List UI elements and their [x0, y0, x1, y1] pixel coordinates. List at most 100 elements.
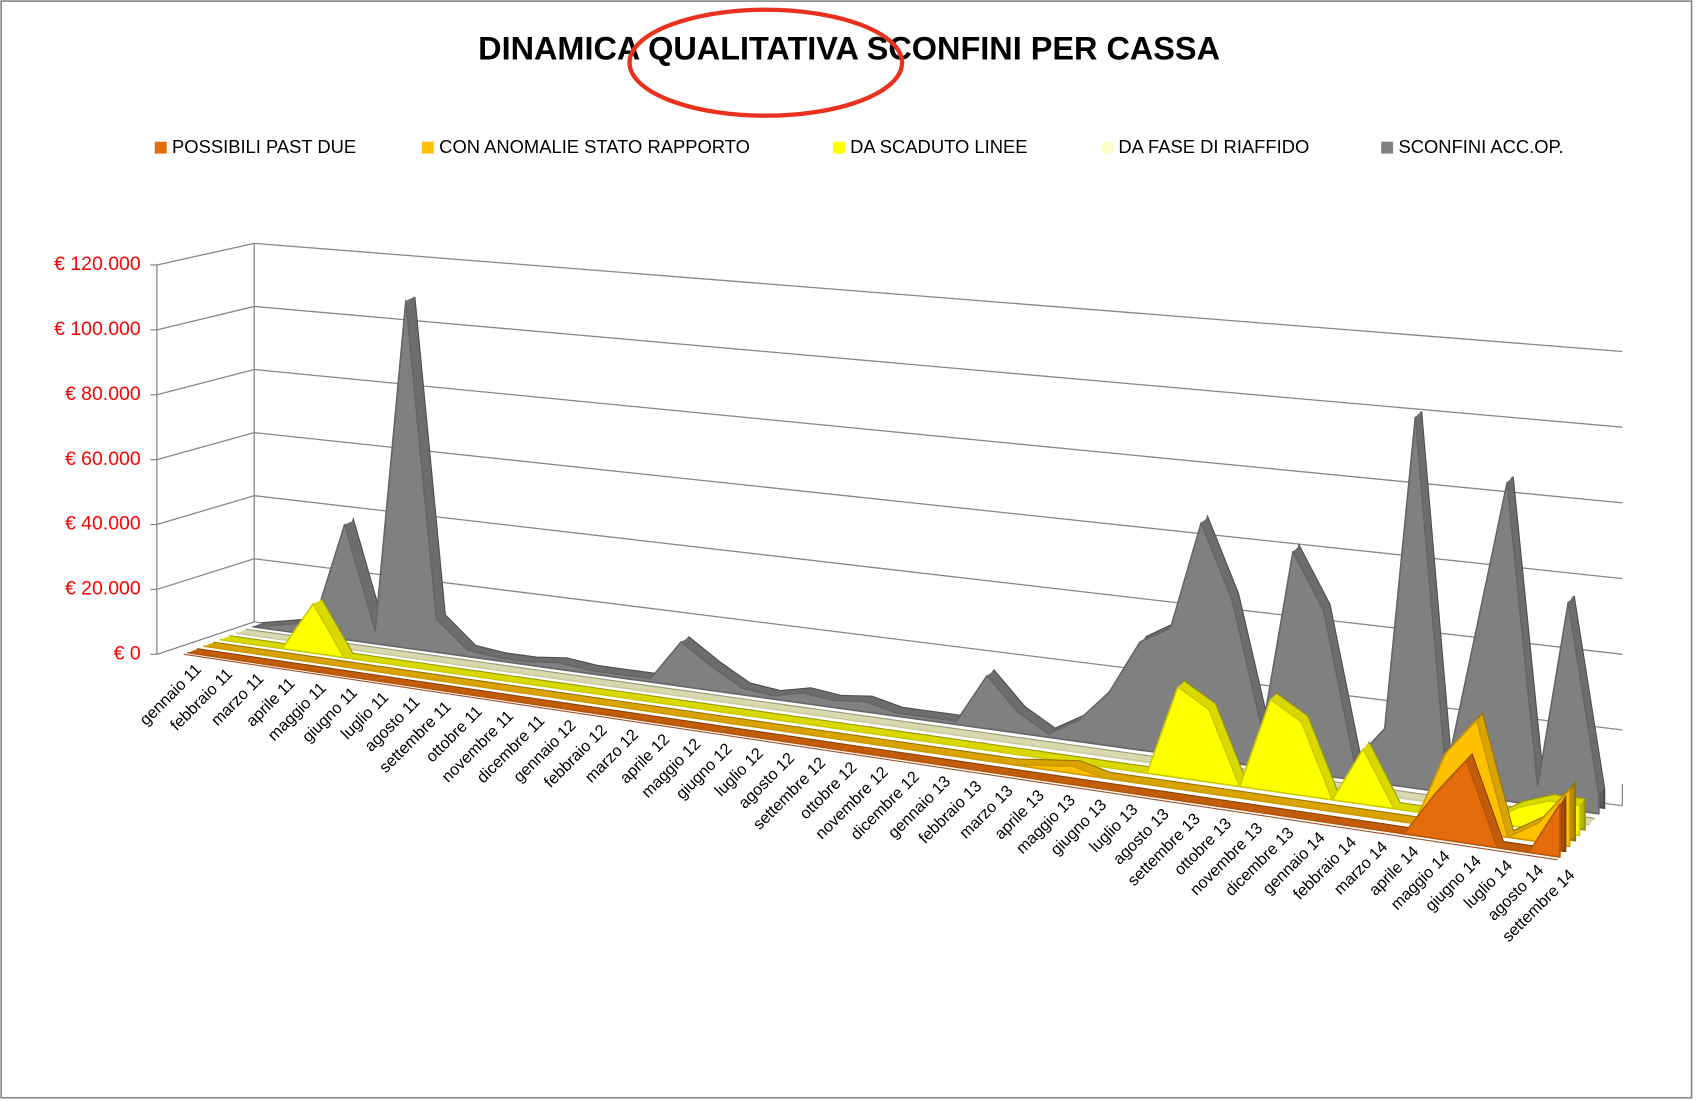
area-ribbon — [974, 732, 1012, 743]
area-ribbon — [390, 651, 430, 660]
area-ribbon — [558, 658, 598, 671]
area-ribbon — [793, 728, 833, 738]
area-ribbon — [967, 763, 1006, 774]
area-ribbon — [1116, 763, 1154, 774]
annotation-circle — [627, 7, 905, 118]
area-ribbon — [1185, 796, 1224, 807]
area-ribbon — [998, 768, 1037, 779]
legend-label: SCONFINI ACC.OP. — [1399, 136, 1564, 157]
area-ribbon — [824, 732, 864, 742]
area-ribbon — [562, 704, 602, 714]
area-ribbon — [1029, 773, 1068, 783]
chart-title: DINAMICA QUALITATIVA SCONFINI PER CASSA — [478, 30, 1220, 66]
area-ribbon — [1005, 737, 1043, 747]
area-ribbon — [842, 745, 882, 755]
area-ribbon — [925, 712, 964, 722]
area-ribbon — [359, 646, 399, 655]
area-ribbon — [1290, 799, 1328, 810]
area-ribbon — [498, 675, 538, 685]
legend-label: CON ANOMALIE STATO RAPPORTO — [439, 136, 750, 157]
area-ribbon — [236, 629, 277, 638]
area-ribbon — [776, 715, 815, 725]
area-ribbon — [1228, 790, 1266, 801]
area-ribbon — [1292, 546, 1330, 611]
area-ribbon — [251, 640, 291, 649]
area-ribbon — [1166, 781, 1204, 792]
area-ribbon — [421, 655, 461, 664]
area-ribbon — [313, 600, 353, 658]
area-ribbon — [235, 647, 276, 656]
area-ribbon — [374, 658, 415, 667]
y-tick-label: € 60.000 — [65, 448, 141, 470]
area-ribbon — [681, 637, 720, 667]
area-ribbon — [467, 645, 506, 658]
area-ribbon — [1208, 704, 1246, 787]
grid-line — [254, 305, 1623, 428]
area-ribbon — [742, 683, 781, 696]
area-ribbon — [621, 693, 661, 703]
area-ribbon — [219, 653, 260, 662]
area-ribbon — [700, 714, 740, 724]
area-ribbon — [1231, 593, 1269, 731]
area-ribbon — [204, 642, 245, 651]
area-ribbon — [1279, 809, 1317, 820]
area-ribbon — [1104, 772, 1142, 783]
area-ribbon — [666, 689, 706, 699]
grid-line — [156, 558, 255, 591]
area-ribbon — [497, 653, 537, 662]
y-tick-label: € 0 — [114, 642, 141, 664]
y-tick-label: € 120.000 — [54, 253, 141, 275]
area-ribbon — [838, 724, 877, 734]
area-ribbon — [576, 696, 616, 706]
area-ribbon — [390, 669, 430, 679]
y-tick-label: € 40.000 — [65, 513, 141, 535]
area-ribbon — [436, 666, 476, 676]
area-ribbon — [1023, 750, 1062, 760]
area — [187, 651, 1561, 858]
area-ribbon — [1177, 681, 1216, 710]
area-ribbon — [1310, 814, 1348, 825]
area-ribbon — [421, 674, 461, 683]
area-ribbon — [820, 711, 859, 721]
area-ribbon — [359, 665, 399, 674]
area-ribbon — [697, 694, 737, 703]
area-ribbon — [992, 746, 1031, 756]
area-ribbon — [873, 750, 913, 760]
legend-label: POSSIBILI PAST DUE — [172, 136, 356, 157]
area-ribbon — [655, 718, 695, 728]
area-ribbon — [250, 658, 291, 667]
area-ribbon — [638, 705, 678, 715]
grid-line — [254, 431, 1623, 580]
area-ribbon — [343, 653, 384, 662]
area-ribbon — [949, 750, 987, 760]
area-ribbon — [807, 719, 846, 729]
area-ribbon — [864, 696, 903, 713]
legend-label: DA SCADUTO LINEE — [850, 136, 1027, 157]
area-ribbon — [467, 671, 507, 680]
area-ribbon — [1097, 749, 1135, 760]
area-ribbon — [961, 741, 1000, 751]
area-ribbon — [1123, 786, 1161, 797]
area-ribbon — [1135, 777, 1173, 788]
area-ribbon — [593, 708, 633, 718]
area-ribbon — [905, 754, 944, 765]
area-ribbon — [589, 665, 628, 675]
grid-line — [254, 368, 1623, 504]
area-ribbon — [574, 676, 614, 686]
area-ribbon — [936, 759, 975, 769]
grid-line — [156, 621, 255, 655]
area-ribbon — [468, 690, 508, 700]
legend-swatch — [154, 141, 167, 154]
area-ribbon — [375, 676, 415, 686]
grid-line — [156, 305, 255, 331]
area-ribbon — [529, 680, 569, 689]
area-ribbon — [912, 724, 951, 734]
floor-edge — [183, 653, 1558, 861]
area-ribbon — [855, 737, 895, 747]
area-ribbon — [1085, 759, 1123, 769]
area-ribbon — [780, 736, 819, 746]
area-ribbon — [1216, 800, 1255, 811]
area-ribbon — [745, 710, 784, 720]
area-ribbon — [636, 685, 675, 695]
area — [203, 645, 1571, 848]
